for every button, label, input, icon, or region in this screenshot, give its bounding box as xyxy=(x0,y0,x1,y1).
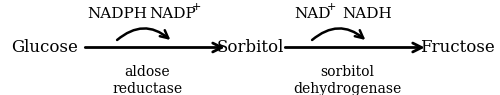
Text: NADH: NADH xyxy=(342,7,392,21)
Text: NAD: NAD xyxy=(294,7,331,21)
Text: sorbitol: sorbitol xyxy=(320,65,374,79)
Text: NADPH: NADPH xyxy=(88,7,148,21)
Text: Glucose: Glucose xyxy=(12,39,78,56)
Text: Fructose: Fructose xyxy=(420,39,495,56)
Text: aldose: aldose xyxy=(124,65,170,79)
Text: dehydrogenase: dehydrogenase xyxy=(294,82,402,95)
Text: +: + xyxy=(327,2,336,12)
Text: Sorbitol: Sorbitol xyxy=(216,39,284,56)
Text: +: + xyxy=(192,2,201,12)
Text: NADP: NADP xyxy=(149,7,196,21)
Text: reductase: reductase xyxy=(112,82,182,95)
